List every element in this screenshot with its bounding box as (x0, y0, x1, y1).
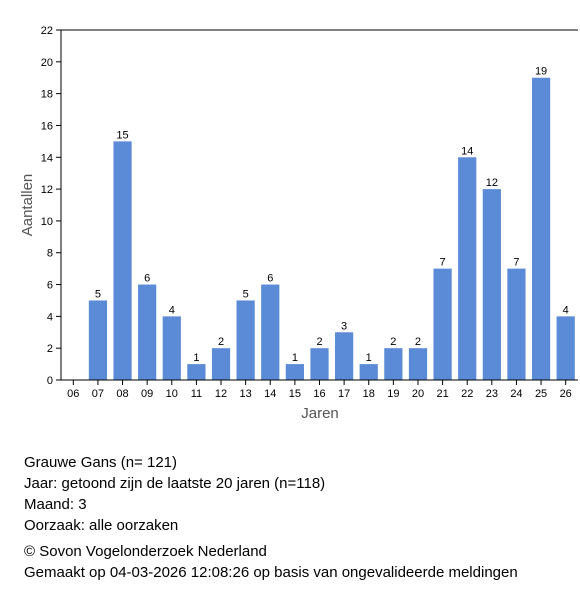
y-tick-label: 8 (47, 248, 53, 260)
bar-value-label: 2 (316, 336, 322, 348)
y-tick-label: 22 (41, 25, 53, 37)
bar-value-label: 5 (243, 288, 249, 300)
year-line: Jaar: getoond zijn de laatste 20 jaren (… (24, 475, 326, 492)
bar (162, 316, 181, 380)
x-tick-label: 12 (215, 388, 227, 400)
bar (138, 284, 157, 380)
copyright-line: © Sovon Vogelonderzoek Nederland (24, 543, 267, 560)
x-tick-label: 24 (510, 388, 522, 400)
bar-value-label: 4 (169, 304, 175, 316)
x-tick-label: 26 (560, 388, 572, 400)
x-tick-label: 20 (412, 388, 424, 400)
generated-line: Gemaakt op 04-03-2026 12:08:26 op basis … (24, 564, 518, 581)
y-axis-label: Aantallen (19, 174, 36, 237)
x-tick-label: 25 (535, 388, 547, 400)
x-axis: 06 07 08 09 10 11 12 13 14 15 16 17 18 19 20 21 22 23 24 25… (61, 379, 578, 400)
bar-value-label: 14 (461, 145, 473, 157)
bar-value-label: 12 (486, 177, 498, 189)
bar-value-label: 6 (267, 273, 273, 285)
bar-value-label: 7 (513, 257, 519, 269)
x-tick-label: 14 (264, 388, 276, 400)
bar-value-label: 19 (535, 66, 547, 78)
bar (507, 268, 526, 380)
bar (556, 316, 575, 380)
bar-value-label: 6 (144, 273, 150, 285)
x-tick-label: 17 (338, 388, 350, 400)
bar (187, 364, 206, 380)
x-tick-label: 18 (363, 388, 375, 400)
y-tick-label: 12 (41, 184, 53, 196)
x-tick-label: 22 (461, 388, 473, 400)
month-line: Maand: 3 (24, 496, 87, 513)
info-block: Grauwe Gans (n= 121) Jaar: getoond zijn … (24, 452, 325, 536)
bar-value-label: 1 (193, 352, 199, 364)
bar-value-label: 4 (563, 304, 569, 316)
x-tick-label: 09 (141, 388, 153, 400)
bar (310, 348, 329, 380)
bar (433, 268, 452, 380)
x-tick-label: 23 (486, 388, 498, 400)
bar (482, 189, 501, 380)
bar-value-label: 3 (341, 320, 347, 332)
bar-value-label: 5 (95, 288, 101, 300)
x-tick-label: 10 (166, 388, 178, 400)
bar-value-label: 2 (415, 336, 421, 348)
y-tick-label: 20 (41, 57, 53, 69)
x-tick-label: 11 (191, 388, 202, 400)
bars-group (88, 77, 575, 381)
bar-value-label: 7 (440, 257, 446, 269)
bar (458, 157, 477, 380)
bar (88, 300, 108, 380)
bar (359, 364, 378, 380)
bar-value-label: 1 (292, 352, 298, 364)
bar (113, 141, 132, 380)
x-tick-label: 16 (313, 388, 325, 400)
x-tick-label: 21 (436, 388, 448, 400)
bar (335, 332, 354, 380)
bar-value-label: 2 (390, 336, 396, 348)
bar-value-label: 2 (218, 336, 224, 348)
x-axis-label: Jaren (301, 405, 339, 422)
bar (384, 348, 403, 380)
y-tick-label: 16 (41, 120, 53, 132)
bar-value-label: 15 (116, 129, 128, 141)
x-tick-label: 15 (289, 388, 301, 400)
y-tick-label: 14 (41, 152, 53, 164)
bar (261, 284, 280, 380)
y-tick-label: 18 (41, 89, 53, 101)
bar (531, 77, 551, 381)
bar (408, 348, 428, 380)
bar (211, 348, 231, 380)
credits-block: © Sovon Vogelonderzoek Nederland Gemaakt… (24, 541, 518, 583)
y-tick-label: 4 (47, 311, 53, 323)
y-tick-label: 10 (41, 216, 53, 228)
x-tick-label: 13 (240, 388, 252, 400)
bar (285, 364, 304, 380)
y-tick-label: 2 (47, 343, 53, 355)
x-tick-label: 07 (92, 388, 104, 400)
x-tick-label: 06 (67, 388, 79, 400)
y-tick-label: 6 (47, 280, 53, 292)
bar (236, 300, 255, 380)
x-tick-label: 19 (387, 388, 399, 400)
species-line: Grauwe Gans (n= 121) (24, 454, 177, 471)
cause-line: Oorzaak: alle oorzaken (24, 517, 179, 534)
y-tick-label: 0 (47, 375, 53, 387)
x-tick-label: 08 (116, 388, 128, 400)
bar-value-label: 1 (366, 352, 372, 364)
